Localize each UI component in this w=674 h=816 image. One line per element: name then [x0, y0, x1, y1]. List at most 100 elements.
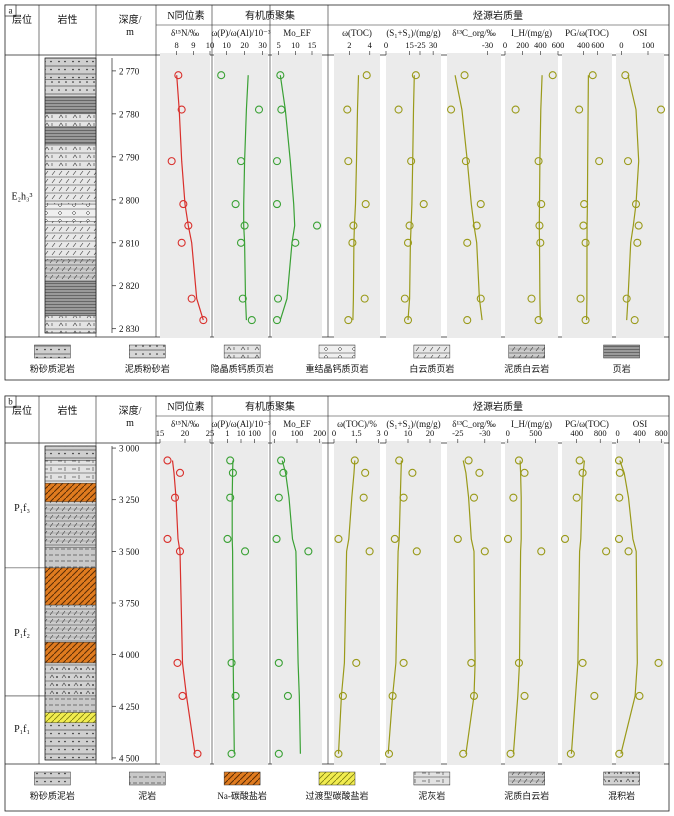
track-tick-label: 20: [240, 40, 249, 50]
track-background: [214, 53, 268, 338]
track-tick-label: 400: [577, 40, 590, 50]
legend-swatch: [508, 344, 545, 359]
legend-label: 重结晶钙质页岩: [305, 363, 368, 374]
data-point: [177, 238, 186, 247]
data-point: [238, 294, 247, 303]
legend-label: 粉砂质泥岩: [30, 790, 75, 801]
data-point: [656, 105, 666, 114]
data-point: [535, 221, 544, 230]
data-point: [615, 468, 624, 477]
lithology-layer: [44, 57, 97, 80]
data-point: [579, 221, 588, 230]
track-title: (S₁+S₂)/(mg/g): [386, 419, 440, 429]
lithology-layer: [44, 482, 97, 502]
legend-swatch: [603, 344, 640, 359]
legend-label: 混积岩: [608, 790, 635, 801]
legend-swatch: [508, 771, 545, 786]
trend-line: [352, 75, 360, 321]
track-background: [616, 441, 664, 765]
depth-tick-label: 4 250: [119, 702, 140, 712]
data-point: [560, 534, 570, 544]
track-background: [447, 53, 501, 338]
track-0: δ¹⁵N/‰ 15 20 25: [156, 419, 215, 765]
data-point: [581, 316, 590, 325]
track-tick-label: 400: [570, 428, 583, 438]
data-point: [446, 105, 456, 114]
data-point: [388, 691, 397, 701]
legend-swatch: [318, 344, 356, 359]
lithology-layer: [44, 695, 97, 713]
trend-line: [454, 75, 483, 321]
track-tick-label: 15: [308, 40, 317, 50]
data-point: [272, 157, 282, 166]
data-point: [615, 749, 624, 758]
legend-label: 泥灰岩: [418, 790, 445, 801]
track-tick-label: 10: [237, 428, 246, 438]
track-background: [334, 441, 380, 765]
data-point: [274, 749, 283, 758]
trend-line: [407, 75, 415, 321]
data-point: [178, 691, 187, 701]
lithology-layer: [44, 221, 97, 261]
lithology-layer: [44, 96, 97, 115]
track-tick-label: 0: [619, 40, 623, 50]
track-background: [334, 53, 380, 338]
data-point: [514, 658, 523, 667]
track-4: (S₁+S₂)/(mg/g)0 10 20: [384, 419, 441, 765]
trend-line: [281, 460, 301, 754]
data-point: [272, 534, 281, 544]
track-tick-label: 9: [191, 40, 195, 50]
trend-line: [586, 75, 589, 321]
data-point: [344, 316, 353, 325]
legend-swatch: [223, 771, 261, 786]
data-point: [231, 691, 240, 701]
data-point: [167, 157, 176, 166]
track-tick-label: 200: [516, 40, 529, 50]
lithology-layer: [44, 445, 97, 461]
track-background: [505, 53, 558, 338]
track-tick-label: 400: [534, 40, 547, 50]
panel-a: a层位 岩性 深度/m N同位素 有机质聚集 烃源岩质量 E₂h₃³ 2 770 2 780 2 …: [4, 4, 670, 381]
track-tick-label: 25: [206, 428, 215, 438]
data-point: [274, 493, 283, 502]
legend-swatch: [413, 771, 451, 786]
track-tick-label: 400: [633, 428, 646, 438]
track-tick-label: 600: [591, 40, 604, 50]
data-point: [304, 547, 313, 556]
track-title: Mo_EF: [283, 28, 311, 38]
data-point: [231, 200, 240, 209]
formation-label: P₁f₂: [14, 628, 30, 639]
trend-line: [512, 460, 522, 754]
track-title: δ¹³C_org/‰: [452, 419, 495, 429]
track-background: [214, 441, 268, 765]
track-title: ω(P)/ω(Al)/10⁻³: [211, 28, 271, 38]
track-title: I_H/(mg/g): [511, 419, 552, 429]
data-point: [291, 238, 300, 247]
data-point: [575, 456, 584, 465]
data-point: [395, 456, 404, 465]
legend-label: 过渡型碳酸盐岩: [305, 790, 368, 801]
data-point: [274, 658, 283, 667]
track-tick-label: 100: [248, 428, 261, 438]
depth-tick-label: 2 810: [119, 238, 140, 248]
data-point: [536, 238, 545, 247]
track-title: (S₁+S₂)/(mg/g): [386, 28, 440, 38]
data-point: [399, 493, 408, 502]
legend-swatch: [318, 771, 356, 786]
data-point: [472, 221, 481, 230]
track-tick-label: 30: [429, 40, 438, 50]
track-tick-label: 4: [368, 40, 373, 50]
data-point: [241, 547, 250, 556]
track-7: PG/ω(TOC) 400 600: [562, 28, 612, 338]
data-point: [177, 105, 186, 114]
legend-label: 泥岩: [138, 790, 156, 801]
data-point: [334, 749, 343, 758]
track-5: δ¹³C_org/‰ -25 -30: [414, 28, 501, 338]
depth-tick-label: 3 250: [119, 495, 140, 505]
panel-label-box: [4, 4, 17, 17]
data-point: [228, 468, 237, 477]
data-point: [467, 658, 476, 667]
trend-line: [387, 460, 402, 754]
